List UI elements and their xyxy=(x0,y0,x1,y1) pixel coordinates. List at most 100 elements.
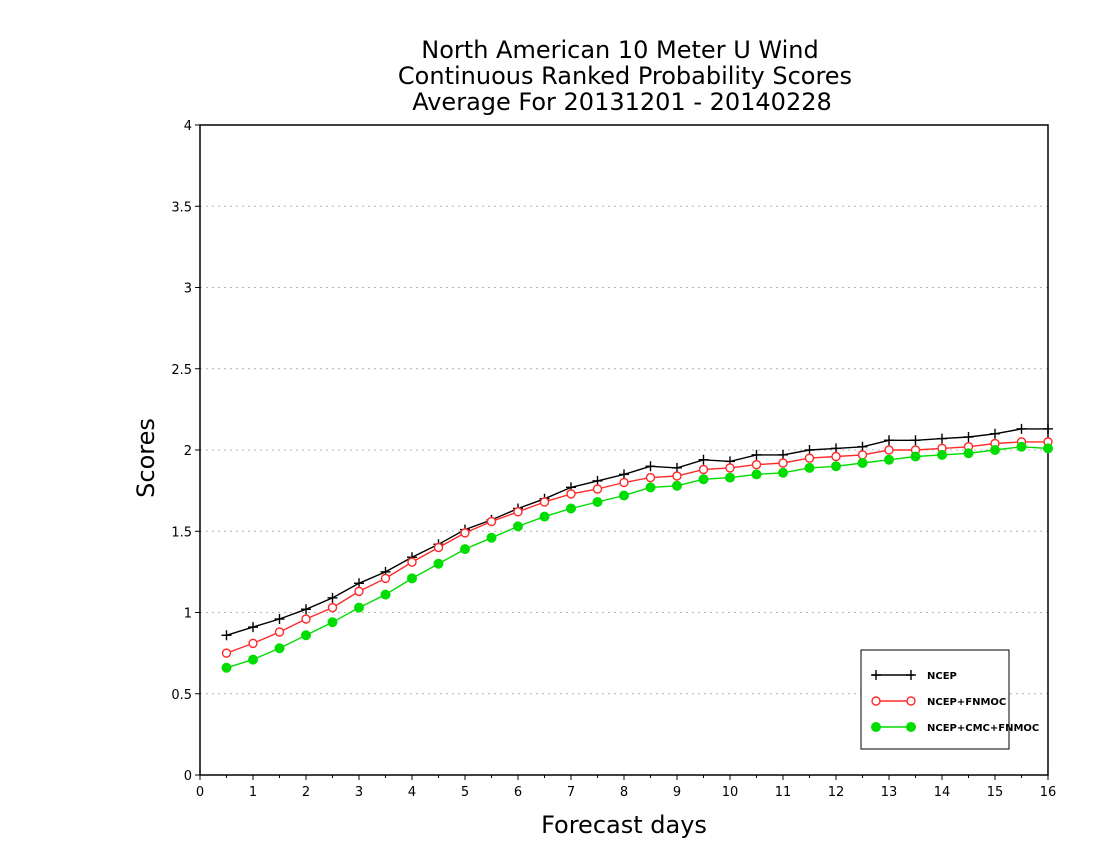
series-point xyxy=(592,497,603,507)
y-tick-label: 2.5 xyxy=(171,363,192,378)
series-line xyxy=(226,441,1048,654)
x-tick-label: 0 xyxy=(196,785,204,800)
series-point xyxy=(619,477,629,488)
x-tick-label: 1 xyxy=(249,785,257,800)
series-point xyxy=(990,428,1000,439)
y-tick-label: 0.5 xyxy=(171,688,192,703)
series-point xyxy=(486,532,497,543)
series-point xyxy=(725,472,735,483)
legend-item-1: NCEP xyxy=(871,670,957,682)
series-point xyxy=(327,602,338,613)
legend-label: NCEP+CMC+FNMOC xyxy=(927,723,1039,734)
series-point xyxy=(831,451,841,462)
series-point xyxy=(645,461,656,472)
series-point xyxy=(407,573,417,584)
legend-label: NCEP+FNMOC xyxy=(927,697,1006,708)
series-point xyxy=(354,602,364,613)
series-point xyxy=(645,472,656,483)
series-point xyxy=(804,453,815,463)
series-point xyxy=(274,643,285,654)
series-point xyxy=(327,617,338,628)
y-tick-label: 0 xyxy=(184,769,192,784)
x-tick-label: 2 xyxy=(302,785,310,800)
series-point xyxy=(1016,423,1027,434)
series-point xyxy=(751,449,762,460)
series-point xyxy=(433,542,444,553)
series-point xyxy=(672,480,682,491)
title-line-2: Continuous Ranked Probability Scores xyxy=(398,62,852,90)
series-point xyxy=(963,432,974,442)
series-point xyxy=(301,614,311,624)
series-point xyxy=(592,475,603,486)
series-point xyxy=(619,469,629,480)
series-point xyxy=(871,722,881,732)
series-point xyxy=(380,589,391,600)
series-point xyxy=(221,648,232,658)
x-tick-label: 8 xyxy=(620,785,628,800)
y-tick-label: 4 xyxy=(184,119,192,134)
x-tick-label: 3 xyxy=(355,785,363,800)
legend: NCEP NCEP+FNMOC NCEP+CMC+FNMOC xyxy=(860,649,1039,750)
series-point xyxy=(301,604,311,615)
x-tick-label: 14 xyxy=(934,785,951,800)
series-point xyxy=(698,454,709,465)
series-point xyxy=(857,441,868,452)
series-point xyxy=(221,662,232,673)
series-point xyxy=(460,544,470,555)
series-point xyxy=(433,558,444,569)
x-tick-label: 6 xyxy=(514,785,522,800)
series-point xyxy=(857,450,868,460)
series-point xyxy=(486,516,497,527)
y-tick-label: 3 xyxy=(184,282,192,297)
series-point xyxy=(698,474,709,485)
series-point xyxy=(910,435,921,446)
y-axis-label: Scores xyxy=(132,418,160,498)
series-point xyxy=(884,454,894,465)
series-point xyxy=(380,573,391,584)
series-point xyxy=(221,630,232,641)
series-point xyxy=(804,462,815,473)
series-point xyxy=(1016,441,1027,452)
series-point xyxy=(248,622,258,633)
y-tick-label: 1 xyxy=(184,607,192,622)
series-point xyxy=(910,451,921,462)
series-3 xyxy=(221,441,1053,673)
series-point xyxy=(248,638,258,649)
series-point xyxy=(1043,423,1053,434)
series-point xyxy=(539,497,550,507)
series-point xyxy=(513,521,523,532)
series-point xyxy=(407,557,417,567)
legend-item-3: NCEP+CMC+FNMOC xyxy=(871,722,1039,734)
series-point xyxy=(672,471,682,481)
series-point xyxy=(672,462,682,473)
series-point xyxy=(884,435,894,446)
series-point xyxy=(751,459,762,470)
axis-ticks: 00.511.522.533.540 1 2 3 4 5 6 7 8 9 10 11 12 13 14 15 1… xyxy=(171,119,1056,800)
series-point xyxy=(248,654,258,665)
x-tick-label: 15 xyxy=(987,785,1004,800)
x-tick-label: 4 xyxy=(408,785,416,800)
series-point xyxy=(619,490,629,501)
series-point xyxy=(778,449,788,460)
series-point xyxy=(539,511,550,522)
series-line xyxy=(226,428,1048,636)
series-point xyxy=(698,464,709,475)
series-point xyxy=(804,445,815,455)
series-point xyxy=(592,484,603,494)
series-point xyxy=(937,433,947,444)
series-point xyxy=(301,630,311,641)
chart-title: North American 10 Meter U Wind Continuou… xyxy=(398,36,852,116)
series-point xyxy=(513,507,523,517)
series-point xyxy=(871,696,881,706)
legend-item-2: NCEP+FNMOC xyxy=(871,696,1006,708)
x-tick-label: 13 xyxy=(881,785,898,800)
series-point xyxy=(906,722,916,732)
series-point xyxy=(963,448,974,459)
series-layer xyxy=(221,423,1053,673)
series-point xyxy=(354,586,364,597)
series-point xyxy=(831,443,841,454)
series-point xyxy=(884,445,894,455)
x-tick-label: 9 xyxy=(673,785,681,800)
x-tick-label: 10 xyxy=(722,785,739,800)
legend-label: NCEP xyxy=(927,671,957,682)
